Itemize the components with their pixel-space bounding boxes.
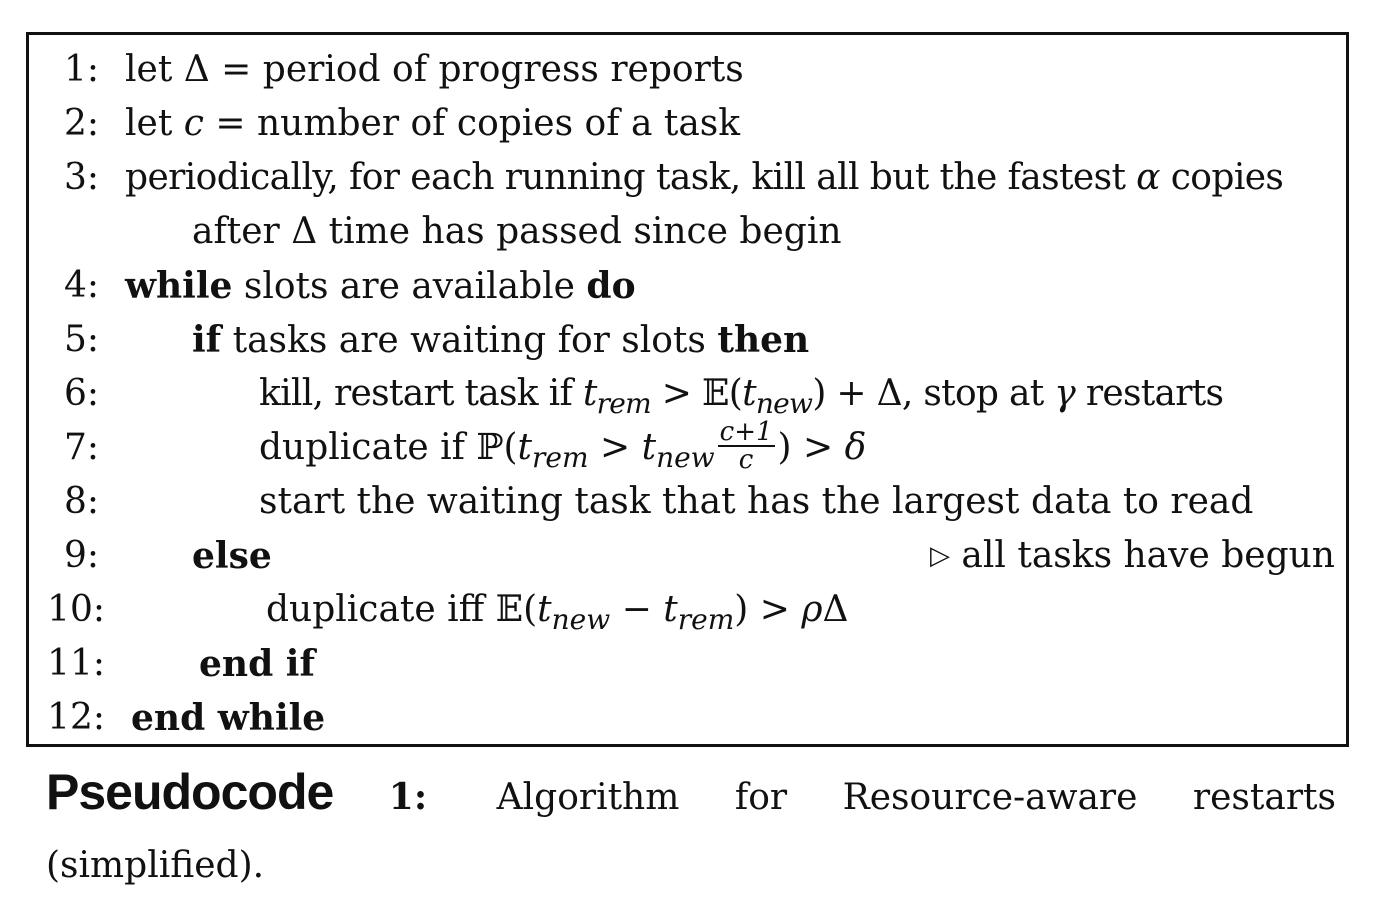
- algo-line-3-continued: after Δ time has passed since begin: [29, 205, 1349, 259]
- line-text: else: [192, 535, 272, 577]
- line-text: periodically, for each running task, kil…: [125, 157, 1284, 198]
- line-number: 10:: [47, 589, 105, 630]
- algo-line-12: 12: end while: [29, 691, 1349, 745]
- line-number: 6:: [63, 373, 99, 414]
- line-number: 8:: [63, 481, 99, 522]
- line-number: 11:: [47, 643, 105, 684]
- caption-number: 1:: [388, 776, 428, 818]
- algo-line-6: 6: kill, restart task if trem > 𝔼(tnew) …: [29, 367, 1349, 421]
- line-text: start the waiting task that has the larg…: [259, 481, 1254, 522]
- algo-line-7: 7: duplicate if ℙ(trem > tnew c+1 c) > δ: [29, 417, 1349, 475]
- line-number: 3:: [63, 157, 99, 198]
- algo-line-11: 11: end if: [29, 637, 1349, 691]
- line-number: 4:: [63, 265, 99, 306]
- algo-line-4: 4: while slots are available do: [29, 259, 1349, 313]
- line-text: after Δ time has passed since begin: [192, 211, 842, 252]
- line-text: end while: [131, 697, 326, 739]
- algo-line-3: 3: periodically, for each running task, …: [29, 151, 1349, 205]
- line-number: 9:: [63, 535, 99, 576]
- algo-line-9: 9: else ▷ all tasks have begun: [29, 529, 1349, 583]
- line-number: 1:: [63, 49, 99, 90]
- algo-line-5: 5: if tasks are waiting for slots then: [29, 313, 1349, 367]
- line-comment: ▷ all tasks have begun: [929, 535, 1335, 576]
- line-number: 2:: [63, 103, 99, 144]
- line-text: let c = number of copies of a task: [125, 103, 741, 144]
- line-text: kill, restart task if trem > 𝔼(tnew) + Δ…: [259, 373, 1224, 420]
- line-text: let Δ = period of progress reports: [125, 49, 744, 90]
- line-text: if tasks are waiting for slots then: [192, 319, 810, 361]
- line-text: duplicate iff 𝔼(tnew − trem) > ρΔ: [266, 589, 849, 636]
- caption-label: Pseudocode: [46, 764, 334, 820]
- caption: Pseudocode 1: Algorithm for Resource-awa…: [46, 758, 1336, 900]
- line-text: duplicate if ℙ(trem > tnew c+1 c) > δ: [259, 417, 867, 475]
- algo-line-8: 8: start the waiting task that has the l…: [29, 475, 1349, 529]
- algorithm-box: 1: let Δ = period of progress reports 2:…: [26, 32, 1349, 747]
- line-text: end if: [199, 643, 315, 685]
- algo-line-2: 2: let c = number of copies of a task: [29, 97, 1349, 151]
- comment-triangle-icon: ▷: [929, 541, 950, 571]
- caption-text: Algorithm for Resource-aware restarts (s…: [46, 777, 1336, 886]
- algo-line-1: 1: let Δ = period of progress reports: [29, 43, 1349, 97]
- algo-line-10: 10: duplicate iff 𝔼(tnew − trem) > ρΔ: [29, 583, 1349, 637]
- line-number: 5:: [63, 319, 99, 360]
- line-number: 7:: [63, 427, 99, 468]
- fraction: c+1 c: [717, 417, 775, 475]
- line-number: 12:: [47, 697, 105, 738]
- line-text: while slots are available do: [125, 265, 636, 307]
